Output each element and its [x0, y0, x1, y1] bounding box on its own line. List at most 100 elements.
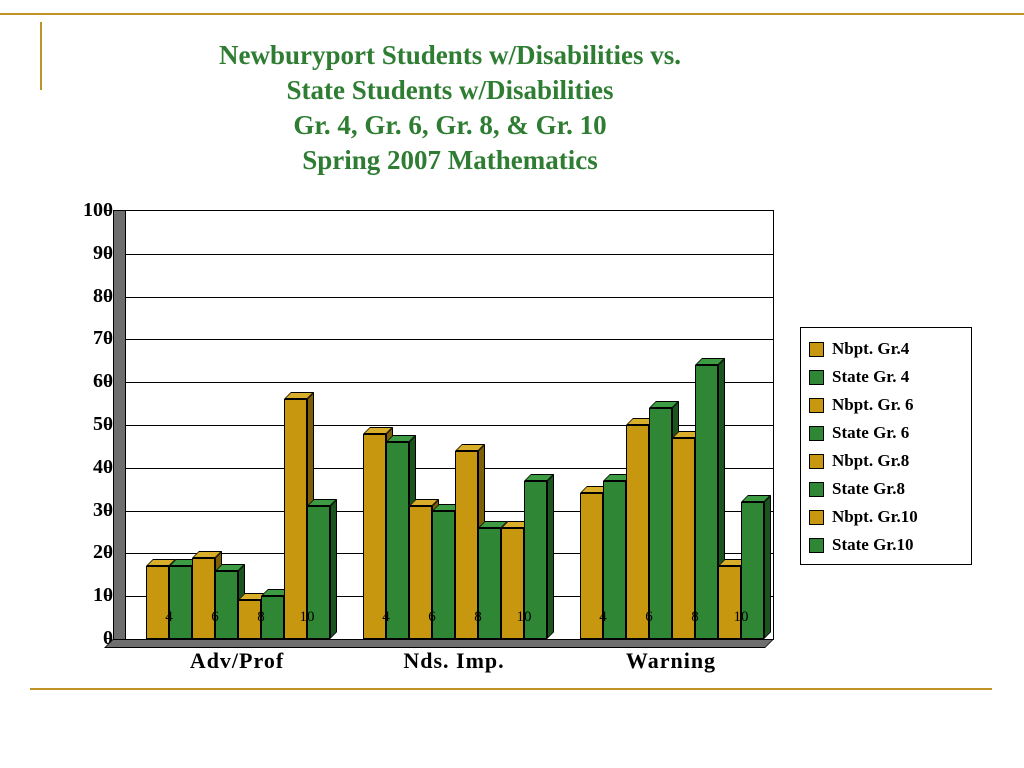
y-tick-mark — [104, 381, 112, 383]
gridline — [126, 382, 773, 384]
gridline — [126, 253, 773, 255]
grade-label: 10 — [733, 609, 749, 625]
legend-swatch — [809, 369, 824, 385]
y-tick-mark — [104, 509, 112, 511]
legend-label: State Gr.8 — [832, 479, 906, 498]
title-line-1: Newburyport Students w/Disabilities vs. — [218, 40, 682, 70]
bar — [363, 433, 386, 639]
category-label: Nds. Imp. — [403, 648, 505, 673]
gridline — [126, 339, 773, 341]
y-tick-mark — [104, 295, 112, 297]
legend-label: State Gr. 6 — [832, 423, 910, 442]
legend-label: Nbpt. Gr. 6 — [832, 395, 914, 414]
bar-side-face — [330, 499, 337, 639]
bar-side-face — [547, 473, 554, 639]
y-tick-label: 80 — [93, 284, 113, 307]
legend-swatch — [809, 537, 824, 553]
y-tick-mark — [104, 595, 112, 597]
legend-item: Nbpt. Gr.10 — [809, 503, 963, 531]
bar — [169, 566, 192, 639]
gridline — [126, 296, 773, 298]
grade-label: 8 — [257, 609, 265, 625]
bar — [649, 407, 672, 639]
grade-label: 4 — [599, 609, 607, 625]
bar — [284, 399, 307, 639]
bottom-rule-line — [30, 688, 992, 690]
bar — [580, 493, 603, 639]
bar — [626, 425, 649, 639]
chart-3d-wall — [113, 210, 126, 648]
bar — [501, 527, 524, 639]
grade-label: 6 — [428, 609, 436, 625]
bar — [695, 365, 718, 639]
y-tick-mark — [104, 338, 112, 340]
bar — [386, 442, 409, 639]
gridline — [126, 425, 773, 426]
legend-swatch — [809, 481, 824, 497]
bar — [672, 437, 695, 639]
grade-label: 8 — [691, 609, 699, 625]
title-line-4: Spring 2007 Mathematics — [302, 145, 598, 175]
legend-label: Nbpt. Gr.10 — [832, 507, 918, 526]
legend-swatch — [809, 453, 824, 469]
y-tick-label: 40 — [93, 455, 113, 478]
legend-label: State Gr.10 — [832, 535, 914, 554]
y-tick-mark — [104, 638, 112, 639]
y-tick-label: 100 — [83, 199, 113, 221]
y-tick-mark — [104, 252, 112, 254]
bar — [261, 596, 284, 639]
bar-side-face — [764, 495, 771, 639]
bar — [432, 510, 455, 639]
grade-label: 8 — [474, 609, 482, 625]
y-tick-label: 20 — [93, 541, 113, 564]
y-tick-mark — [104, 466, 112, 468]
grade-label: 6 — [211, 609, 219, 625]
legend-item: State Gr.10 — [809, 531, 963, 559]
top-rule-line — [0, 13, 1024, 15]
legend-item: Nbpt. Gr. 6 — [809, 391, 963, 419]
category-label: Warning — [625, 648, 717, 673]
bar — [215, 570, 238, 639]
left-rule-line — [40, 22, 42, 90]
y-tick-label: 10 — [93, 584, 113, 607]
grade-label: 10 — [516, 609, 532, 625]
grade-label: 4 — [382, 609, 390, 625]
y-tick-mark — [104, 424, 112, 425]
chart-3d-floor — [104, 639, 774, 648]
grade-label: 4 — [165, 609, 173, 625]
y-tick-label: 0 — [103, 627, 113, 649]
grade-label: 6 — [645, 609, 653, 625]
legend-item: State Gr.8 — [809, 475, 963, 503]
bar — [455, 450, 478, 639]
y-tick-label: 70 — [93, 327, 113, 350]
bar — [146, 566, 169, 639]
title-line-3: Gr. 4, Gr. 6, Gr. 8, & Gr. 10 — [293, 110, 607, 140]
legend-label: Nbpt. Gr.8 — [832, 451, 910, 470]
title-line-2: State Students w/Disabilities — [286, 75, 614, 105]
bar — [238, 600, 261, 639]
legend-item: Nbpt. Gr.4 — [809, 335, 963, 363]
legend-item: Nbpt. Gr.8 — [809, 447, 963, 475]
legend-label: Nbpt. Gr.4 — [832, 339, 910, 358]
legend-swatch — [809, 425, 824, 441]
slide-title: Newburyport Students w/Disabilities vs. … — [60, 38, 840, 178]
gridline — [126, 467, 773, 469]
y-tick-mark — [104, 210, 112, 211]
bar — [524, 480, 547, 639]
bar — [192, 557, 215, 639]
category-label: Adv/Prof — [189, 648, 285, 673]
y-tick-label: 30 — [93, 498, 113, 521]
bar — [603, 480, 626, 639]
legend-item: State Gr. 6 — [809, 419, 963, 447]
legend: Nbpt. Gr.4 State Gr. 4 Nbpt. Gr. 6 State Gr… — [800, 327, 972, 565]
y-tick-label: 60 — [93, 370, 113, 393]
legend-item: State Gr. 4 — [809, 363, 963, 391]
bar — [741, 502, 764, 639]
y-tick-label: 90 — [93, 241, 113, 264]
y-tick-label: 50 — [93, 413, 113, 435]
legend-label: State Gr. 4 — [832, 367, 910, 386]
legend-swatch — [809, 397, 824, 413]
bar — [478, 527, 501, 639]
bar — [718, 566, 741, 639]
